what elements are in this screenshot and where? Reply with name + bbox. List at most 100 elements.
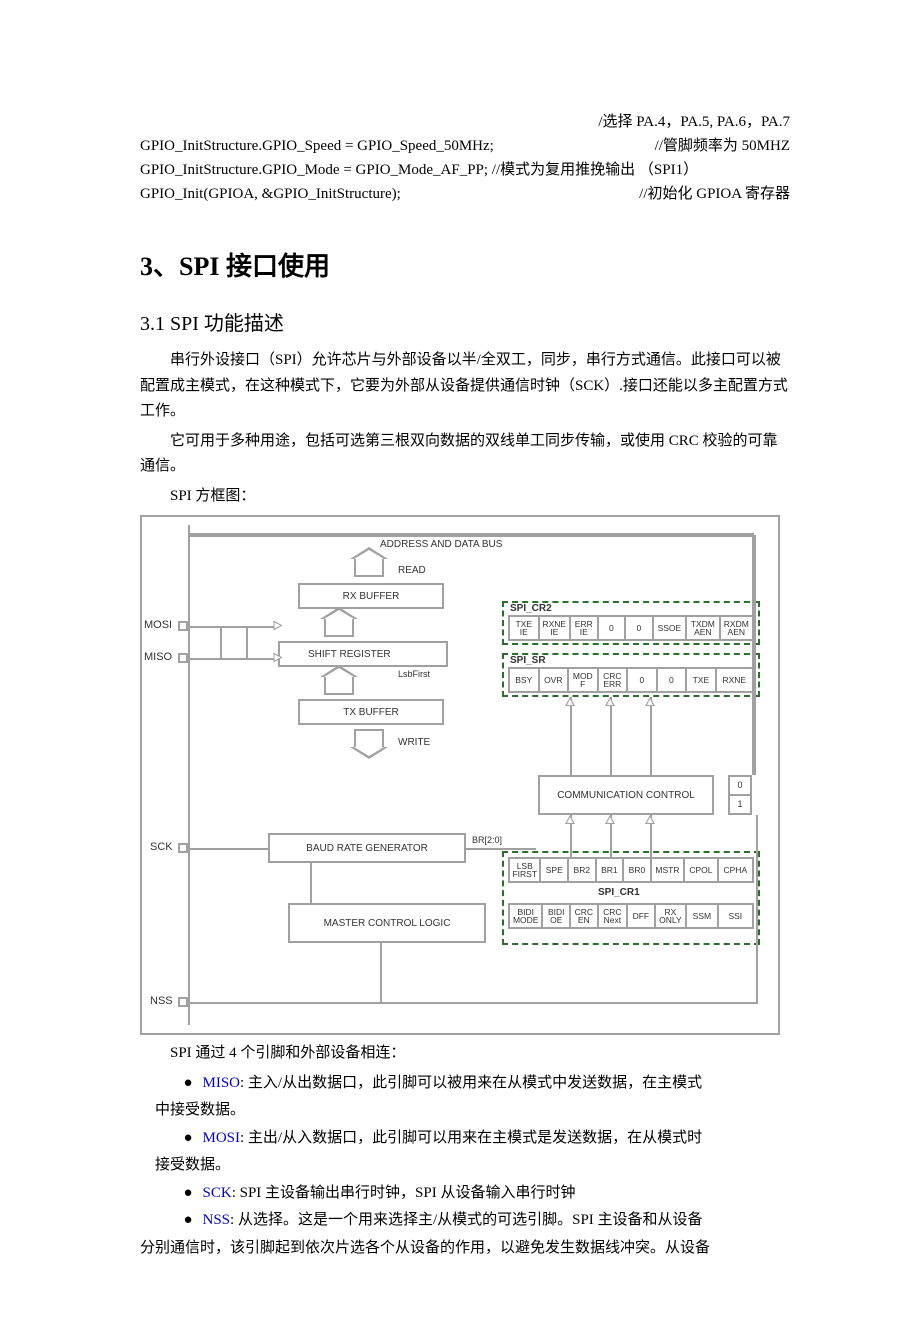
cr1a-c3: BR1 <box>597 859 625 881</box>
sck-label: SCK <box>150 841 173 853</box>
bus-label: ADDRESS AND DATA BUS <box>380 539 502 550</box>
wire-baud-master <box>310 863 312 903</box>
cr1a-c1: SPE <box>541 859 569 881</box>
sr-c2: MODF <box>569 669 599 691</box>
mosi-label: MOSI <box>144 619 172 631</box>
cr1b-c5: RXONLY <box>656 905 687 927</box>
sr-c3: CRCERR <box>599 669 629 691</box>
bullet-tag-nss: NSS <box>203 1212 231 1228</box>
cr2-c7: RXDMAEN <box>721 617 752 639</box>
cr1b-c7: SSI <box>719 905 752 927</box>
cr1a-c4: BR0 <box>624 859 652 881</box>
code-line-0: /选择 PA.4，PA.5, PA.6，PA.7 <box>140 110 790 134</box>
bullet-miso-cont: 中接受数据。 <box>155 1098 790 1124</box>
miso-wire-h <box>190 658 278 660</box>
arrow-cr1-cc-1 <box>565 815 575 824</box>
nss-wire-v2 <box>756 815 758 1002</box>
code-stmt-2: GPIO_InitStructure.GPIO_Mode = GPIO_Mode… <box>140 162 698 178</box>
sr-c1: OVR <box>540 669 570 691</box>
shift-register-box: SHIFT REGISTER <box>278 641 448 667</box>
mux-0: 0 <box>730 777 750 796</box>
bullet-tag-miso: MISO <box>203 1075 241 1091</box>
sr-c0: BSY <box>510 669 540 691</box>
arrow-bus-to-tx <box>354 729 384 747</box>
spi-sr-title: SPI_SR <box>510 655 546 666</box>
arrow-cr1-cc-3 <box>645 815 655 824</box>
bullet-glyph-icon: ● <box>163 1071 203 1097</box>
cr1b-c4: DFF <box>628 905 656 927</box>
tx-buffer-label: TX BUFFER <box>343 707 399 718</box>
paragraph-1: 串行外设接口（SPI）允许芯片与外部设备以半/全双工，同步，串行方式通信。此接口… <box>140 348 790 425</box>
arrow-cc-sr-3 <box>645 697 655 706</box>
code-line-3: GPIO_Init(GPIOA, &GPIO_InitStructure); /… <box>140 182 790 206</box>
cr1a-c5: MSTR <box>652 859 685 881</box>
shift-register-label: SHIFT REGISTER <box>308 649 391 660</box>
comm-control-box: COMMUNICATION CONTROL <box>538 775 714 815</box>
code-line-2: GPIO_InitStructure.GPIO_Mode = GPIO_Mode… <box>140 158 790 182</box>
bullet-mosi-cont: 接受数据。 <box>155 1153 790 1179</box>
cr2-c0: TXEIE <box>510 617 540 639</box>
br-label: BR[2:0] <box>472 835 502 845</box>
cr1b-c0: BIDIMODE <box>510 905 543 927</box>
diagram-left-border <box>188 525 190 1025</box>
cr2-c5: SSOE <box>654 617 687 639</box>
arrow-rx-to-bus <box>354 559 384 577</box>
cross-v2 <box>246 626 248 658</box>
cr1b-c2: CRCEN <box>571 905 599 927</box>
bullet-text-nss: : 从选择。这是一个用来选择主/从模式的可选引脚。SPI 主设备和从设备 <box>230 1212 703 1228</box>
diagram-caption: SPI 方框图： <box>140 484 790 510</box>
rx-buffer-box: RX BUFFER <box>298 583 444 609</box>
sck-pin <box>178 843 188 853</box>
write-label: WRITE <box>398 737 430 748</box>
arrow-mosi-in <box>274 621 283 631</box>
sr-c6: TXE <box>687 669 717 691</box>
code-stmt-1: GPIO_InitStructure.GPIO_Speed = GPIO_Spe… <box>140 134 494 158</box>
bullet-text-mosi: : 主出/从入数据口，此引脚可以用来在主模式是发送数据，在从模式时 <box>240 1130 702 1146</box>
master-control-box: MASTER CONTROL LOGIC <box>288 903 486 943</box>
wire-sr-cc-2 <box>610 697 612 775</box>
rx-buffer-label: RX BUFFER <box>343 591 400 602</box>
code-line-1: GPIO_InitStructure.GPIO_Speed = GPIO_Spe… <box>140 134 790 158</box>
after-diagram-text: SPI 通过 4 个引脚和外部设备相连： <box>140 1041 790 1067</box>
comm-control-label: COMMUNICATION CONTROL <box>557 790 695 801</box>
bullet-sck: ● SCK: SPI 主设备输出串行时钟，SPI 从设备输入串行时钟 <box>140 1181 790 1207</box>
bullet-text-sck: : SPI 主设备输出串行时钟，SPI 从设备输入串行时钟 <box>232 1185 576 1201</box>
cr2-c2: ERRIE <box>571 617 599 639</box>
bullet-tag-mosi: MOSI <box>203 1130 241 1146</box>
spi-cr1-title: SPI_CR1 <box>598 887 640 898</box>
cr1a-c6: CPOL <box>685 859 718 881</box>
bullet-nss-cont: 分别通信时，该引脚起到依次片选各个从设备的作用，以避免发生数据线冲突。从设备 <box>140 1236 790 1262</box>
arrow-miso-in <box>274 653 283 663</box>
arrow-tx-to-shift <box>324 677 354 695</box>
bullet-text-miso: : 主入/从出数据口，此引脚可以被用来在从模式中发送数据，在主模式 <box>240 1075 702 1091</box>
bus-line <box>188 533 754 537</box>
spi-cr2-title: SPI_CR2 <box>510 603 552 614</box>
nss-wire-v1 <box>380 943 382 1002</box>
read-label: READ <box>398 565 426 576</box>
cr2-c6: TXDMAEN <box>687 617 720 639</box>
mosi-pin <box>178 621 188 631</box>
cr1b-c3: CRCNext <box>599 905 629 927</box>
br-wire <box>466 848 536 850</box>
heading-3: 3.1 SPI 功能描述 <box>140 307 790 336</box>
arrow-cc-sr-1 <box>565 697 575 706</box>
bullet-glyph-icon: ● <box>163 1208 203 1234</box>
spi-cr1a-row: LSBFIRST SPE BR2 BR1 BR0 MSTR CPOL CPHA <box>508 857 754 883</box>
nss-wire-h <box>190 1002 758 1004</box>
arrow-cr1-cc-2 <box>605 815 615 824</box>
bullet-mosi: ● MOSI: 主出/从入数据口，此引脚可以用来在主模式是发送数据，在从模式时 <box>140 1126 790 1152</box>
code-comment-0: /选择 PA.4，PA.5, PA.6，PA.7 <box>598 110 790 134</box>
heading-2: 3、SPI 接口使用 <box>140 246 790 283</box>
mosi-wire-h <box>190 626 278 628</box>
nss-pin <box>178 997 188 1007</box>
lsbfirst-label: LsbFirst <box>398 669 430 679</box>
arrow-cc-sr-2 <box>605 697 615 706</box>
paragraph-2: 它可用于多种用途，包括可选第三根双向数据的双线单工同步传输，或使用 CRC 校验… <box>140 429 790 480</box>
bullet-miso: ● MISO: 主入/从出数据口，此引脚可以被用来在从模式中发送数据，在主模式 <box>140 1071 790 1097</box>
sr-c7: RXNE <box>717 669 752 691</box>
bullet-tag-sck: SCK <box>203 1185 232 1201</box>
cr1a-c7: CPHA <box>719 859 752 881</box>
mux-box: 0 1 <box>728 775 752 815</box>
cr1a-c2: BR2 <box>569 859 597 881</box>
wire-sr-cc-3 <box>650 697 652 775</box>
